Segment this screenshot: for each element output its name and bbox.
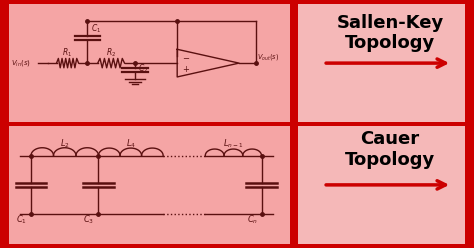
Text: $C_1$: $C_1$	[91, 23, 101, 35]
Text: Cauer
Topology: Cauer Topology	[345, 130, 435, 169]
Text: $C_n$: $C_n$	[247, 213, 259, 225]
Text: $V_{in}(s)$: $V_{in}(s)$	[11, 58, 31, 68]
Text: $V_{out}(s)$: $V_{out}(s)$	[257, 52, 280, 62]
Text: $C_2$: $C_2$	[138, 62, 149, 75]
Text: $-$: $-$	[182, 53, 191, 62]
Text: Sallen-Key
Topology: Sallen-Key Topology	[337, 14, 444, 52]
Text: $+$: $+$	[182, 64, 190, 74]
Text: $L_{n-1}$: $L_{n-1}$	[223, 138, 244, 150]
Text: $C_1$: $C_1$	[16, 213, 27, 225]
Text: $C_3$: $C_3$	[83, 213, 94, 225]
Text: $R_2$: $R_2$	[106, 47, 116, 59]
Text: $L_4$: $L_4$	[126, 138, 136, 150]
Text: $L_2$: $L_2$	[60, 138, 70, 150]
Text: $R_1$: $R_1$	[63, 47, 73, 59]
